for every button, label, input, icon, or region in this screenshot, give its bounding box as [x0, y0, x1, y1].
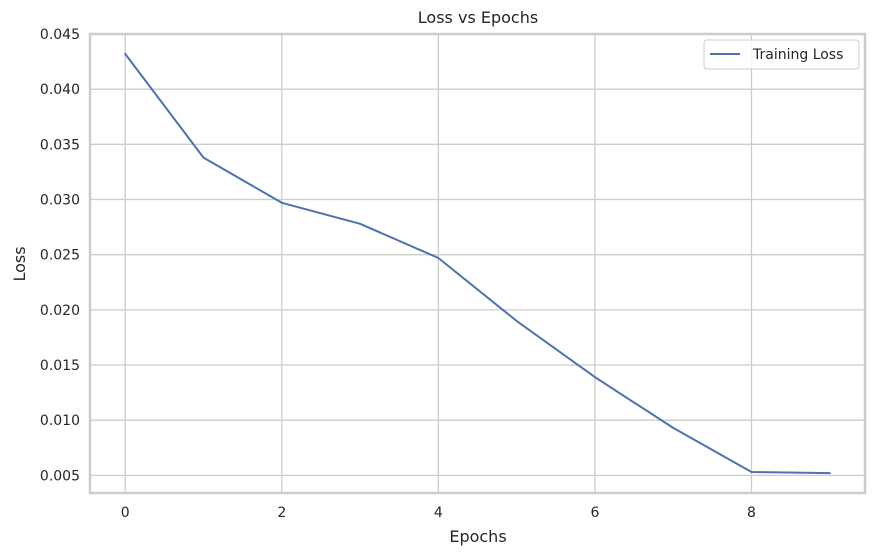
plot-area [90, 34, 865, 493]
y-tick-label: 0.040 [40, 82, 80, 98]
y-tick-label: 0.045 [40, 27, 80, 43]
x-axis-label: Epochs [449, 527, 506, 546]
y-tick-label: 0.030 [40, 193, 80, 209]
x-tick-label: 8 [747, 505, 756, 521]
x-tick-label: 2 [277, 505, 286, 521]
x-tick-label: 6 [590, 505, 599, 521]
y-tick-label: 0.035 [40, 137, 80, 153]
y-tick-label: 0.005 [40, 468, 80, 484]
y-tick-label: 0.025 [40, 248, 80, 264]
x-tick-label: 0 [121, 505, 130, 521]
legend: Training Loss [704, 40, 859, 69]
chart-title: Loss vs Epochs [418, 8, 538, 27]
y-tick-label: 0.015 [40, 358, 80, 374]
y-axis-label: Loss [10, 246, 29, 281]
y-tick-label: 0.020 [40, 303, 80, 319]
legend-label-training-loss: Training Loss [752, 47, 843, 63]
x-tick-label: 4 [434, 505, 443, 521]
y-tick-label: 0.010 [40, 413, 80, 429]
